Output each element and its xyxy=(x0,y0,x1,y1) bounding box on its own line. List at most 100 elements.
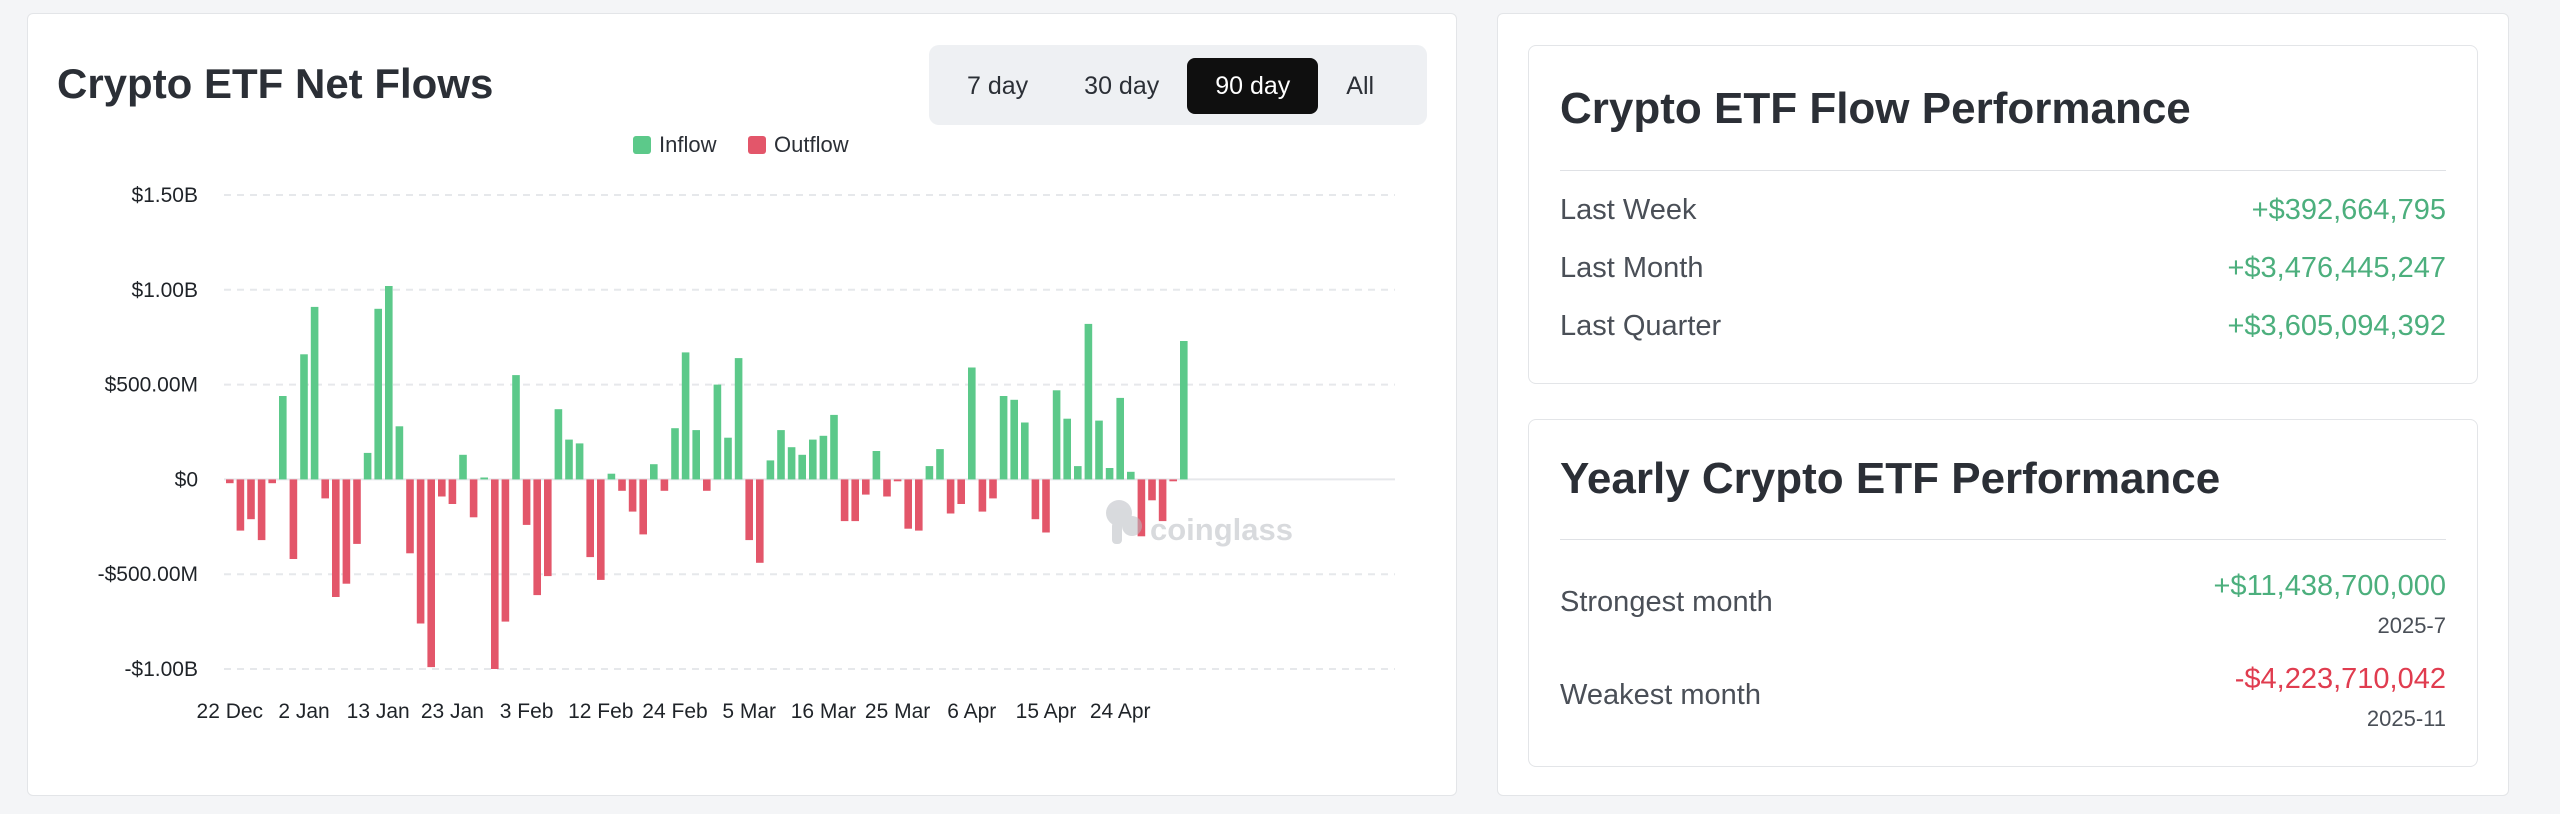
chart-axes: $1.50B $1.00B $500.00M $0 -$500.00M -$1.00B 22… xyxy=(98,184,1151,723)
inflow-bar[interactable] xyxy=(385,286,393,480)
inflow-bar[interactable] xyxy=(819,435,828,480)
outflow-bar[interactable] xyxy=(448,479,457,504)
inflow-bar[interactable] xyxy=(1127,471,1135,480)
outflow-bar[interactable] xyxy=(1169,479,1177,482)
inflow-bar[interactable] xyxy=(936,449,944,480)
outflow-bar[interactable] xyxy=(406,479,414,554)
inflow-bar[interactable] xyxy=(777,430,785,480)
outflow-bar[interactable] xyxy=(989,479,997,499)
inflow-bar[interactable] xyxy=(279,396,287,480)
inflow-bar[interactable] xyxy=(607,473,616,480)
outflow-bar[interactable] xyxy=(257,479,266,541)
outflow-bar[interactable] xyxy=(491,479,499,669)
inflow-bar[interactable] xyxy=(809,439,817,480)
outflow-bar[interactable] xyxy=(660,479,669,491)
outflow-bar[interactable] xyxy=(469,479,478,518)
outflow-bar[interactable] xyxy=(978,479,987,512)
outflow-bar[interactable] xyxy=(862,479,870,495)
outflow-bar[interactable] xyxy=(586,479,594,558)
tab-90-day[interactable]: 90 day xyxy=(1187,58,1319,114)
outflow-bar[interactable] xyxy=(957,479,965,504)
inflow-bar[interactable] xyxy=(395,426,404,480)
outflow-bar[interactable] xyxy=(1158,479,1167,522)
outflow-bar[interactable] xyxy=(226,479,234,484)
outflow-bar[interactable] xyxy=(756,479,764,563)
inflow-bar[interactable] xyxy=(766,460,775,480)
legend-label[interactable]: Outflow xyxy=(774,132,849,157)
inflow-bar[interactable] xyxy=(310,306,319,480)
inflow-bar[interactable] xyxy=(830,414,838,480)
outflow-bar[interactable] xyxy=(522,479,531,525)
outflow-bar[interactable] xyxy=(618,479,626,491)
tab-all[interactable]: All xyxy=(1346,72,1375,100)
inflow-bar[interactable] xyxy=(798,454,806,480)
outflow-bar[interactable] xyxy=(427,479,435,668)
inflow-bar[interactable] xyxy=(480,477,488,480)
outflow-bar[interactable] xyxy=(332,479,340,597)
inflow-bar[interactable] xyxy=(872,451,881,480)
legend-label[interactable]: Inflow xyxy=(659,132,717,157)
inflow-bar[interactable] xyxy=(734,358,743,480)
outflow-bar[interactable] xyxy=(1031,479,1040,520)
y-tick-label: $1.50B xyxy=(131,184,198,207)
inflow-bar[interactable] xyxy=(1180,341,1188,480)
inflow-bar[interactable] xyxy=(1116,397,1124,480)
outflow-bar[interactable] xyxy=(904,479,912,529)
inflow-bar[interactable] xyxy=(575,443,584,480)
outflow-bar[interactable] xyxy=(342,479,351,584)
inflow-bar[interactable] xyxy=(968,367,976,480)
inflow-bar[interactable] xyxy=(925,466,934,480)
outflow-bar[interactable] xyxy=(851,479,859,522)
tab-30-day[interactable]: 30 day xyxy=(1084,72,1160,100)
inflow-bar[interactable] xyxy=(681,352,690,480)
tab-7-day[interactable]: 7 day xyxy=(967,72,1029,100)
inflow-bar[interactable] xyxy=(1105,468,1114,480)
outflow-bar[interactable] xyxy=(745,479,753,541)
inflow-bar[interactable] xyxy=(1084,323,1093,480)
x-tick-label: 15 Apr xyxy=(1016,700,1077,723)
inflow-bar[interactable] xyxy=(1052,390,1061,480)
outflow-bar[interactable] xyxy=(1042,479,1050,533)
inflow-bar[interactable] xyxy=(713,384,722,480)
inflow-bar[interactable] xyxy=(999,396,1008,480)
outflow-bar[interactable] xyxy=(915,479,923,531)
inflow-bar[interactable] xyxy=(671,428,679,480)
inflow-bar[interactable] xyxy=(363,452,372,480)
outflow-bar[interactable] xyxy=(544,479,552,577)
outflow-bar[interactable] xyxy=(893,479,902,482)
inflow-bar[interactable] xyxy=(1010,399,1018,480)
inflow-bar[interactable] xyxy=(787,447,796,480)
inflow-bar[interactable] xyxy=(512,375,520,480)
outflow-bar[interactable] xyxy=(639,479,647,535)
inflow-bar[interactable] xyxy=(1095,420,1103,480)
outflow-bar[interactable] xyxy=(353,479,361,544)
outflow-bar[interactable] xyxy=(703,479,711,491)
inflow-bar[interactable] xyxy=(1074,466,1082,480)
outflow-bar[interactable] xyxy=(268,479,276,484)
inflow-bar[interactable] xyxy=(724,437,732,480)
inflow-bar[interactable] xyxy=(692,430,700,480)
outflow-bar[interactable] xyxy=(321,479,329,499)
outflow-bar[interactable] xyxy=(597,479,605,580)
outflow-bar[interactable] xyxy=(628,479,637,512)
inflow-bar[interactable] xyxy=(650,464,658,480)
outflow-bar[interactable] xyxy=(416,479,425,624)
inflow-bar[interactable] xyxy=(374,308,382,480)
outflow-bar[interactable] xyxy=(1148,479,1156,501)
outflow-bar[interactable] xyxy=(533,479,541,596)
outflow-bar[interactable] xyxy=(501,479,510,622)
outflow-bar[interactable] xyxy=(946,479,955,514)
inflow-bar[interactable] xyxy=(554,409,563,480)
outflow-bar[interactable] xyxy=(247,479,255,520)
outflow-bar[interactable] xyxy=(883,479,891,497)
outflow-bar[interactable] xyxy=(236,479,245,531)
outflow-bar[interactable] xyxy=(1137,479,1146,537)
inflow-bar[interactable] xyxy=(565,439,573,480)
inflow-bar[interactable] xyxy=(459,454,467,480)
inflow-bar[interactable] xyxy=(300,354,308,480)
outflow-bar[interactable] xyxy=(438,479,446,497)
outflow-bar[interactable] xyxy=(840,479,849,522)
inflow-bar[interactable] xyxy=(1063,418,1071,480)
outflow-bar[interactable] xyxy=(289,479,298,559)
inflow-bar[interactable] xyxy=(1021,422,1029,480)
